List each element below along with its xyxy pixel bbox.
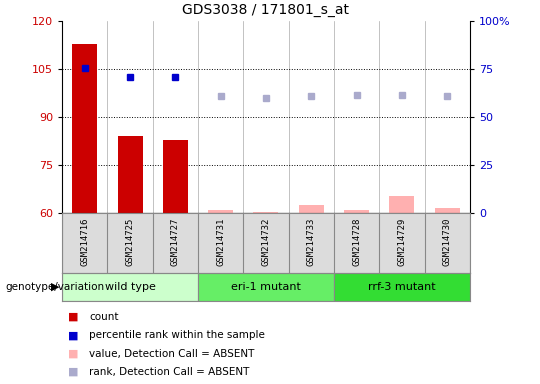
Bar — [334, 273, 470, 301]
Text: rrf-3 mutant: rrf-3 mutant — [368, 282, 436, 292]
Text: GSM214733: GSM214733 — [307, 218, 316, 266]
Bar — [62, 273, 198, 301]
Text: ■: ■ — [68, 367, 78, 377]
Bar — [163, 139, 188, 213]
Bar — [208, 210, 233, 213]
Bar — [72, 43, 97, 213]
Text: GSM214725: GSM214725 — [126, 218, 134, 266]
Bar — [198, 273, 334, 301]
Text: GSM214716: GSM214716 — [80, 218, 89, 266]
Text: wild type: wild type — [105, 282, 156, 292]
Text: value, Detection Call = ABSENT: value, Detection Call = ABSENT — [89, 349, 254, 359]
Text: GSM214729: GSM214729 — [397, 218, 406, 266]
Text: percentile rank within the sample: percentile rank within the sample — [89, 330, 265, 340]
Text: ■: ■ — [68, 330, 78, 340]
Bar — [118, 136, 143, 213]
Bar — [253, 212, 279, 213]
Text: GSM214732: GSM214732 — [261, 218, 271, 266]
Text: ■: ■ — [68, 312, 78, 322]
Text: GSM214728: GSM214728 — [352, 218, 361, 266]
Text: count: count — [89, 312, 119, 322]
Text: rank, Detection Call = ABSENT: rank, Detection Call = ABSENT — [89, 367, 249, 377]
Title: GDS3038 / 171801_s_at: GDS3038 / 171801_s_at — [183, 3, 349, 17]
Text: GSM214731: GSM214731 — [216, 218, 225, 266]
Text: eri-1 mutant: eri-1 mutant — [231, 282, 301, 292]
Text: ■: ■ — [68, 349, 78, 359]
Bar — [299, 205, 323, 213]
Text: genotype/variation: genotype/variation — [5, 282, 105, 292]
Bar — [435, 208, 460, 213]
Text: ▶: ▶ — [51, 282, 59, 292]
Text: GSM214727: GSM214727 — [171, 218, 180, 266]
Bar — [389, 195, 414, 213]
Bar — [344, 210, 369, 213]
Text: GSM214730: GSM214730 — [443, 218, 451, 266]
